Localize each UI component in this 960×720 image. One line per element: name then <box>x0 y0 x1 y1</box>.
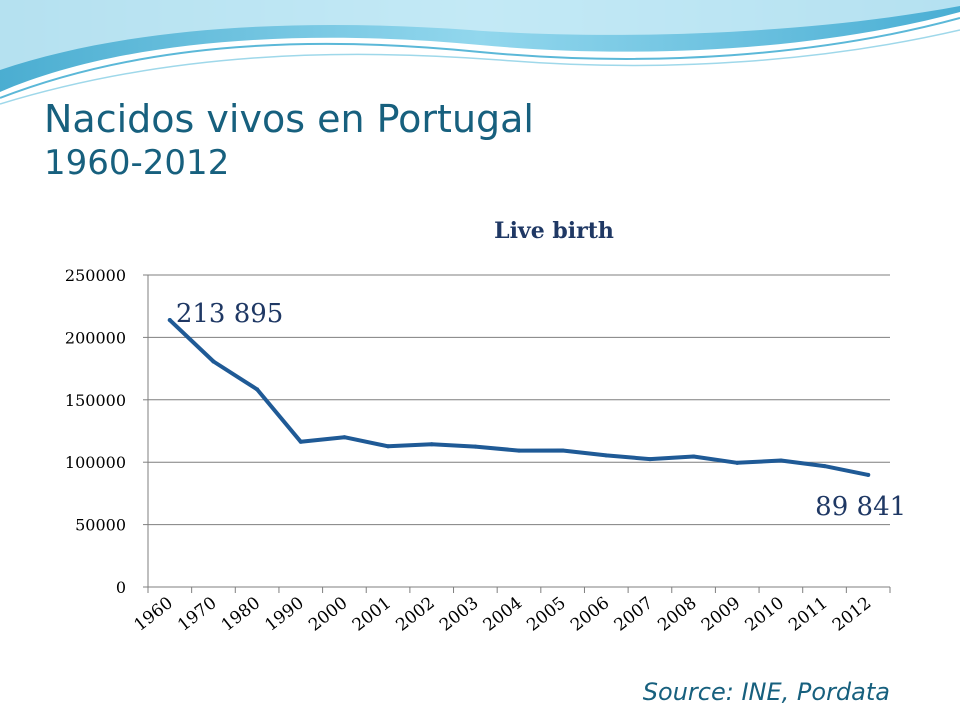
data-point <box>735 460 740 465</box>
x-tick-label: 2006 <box>567 593 613 635</box>
data-point <box>517 448 521 453</box>
x-tick-label: 2001 <box>349 593 395 635</box>
data-label: 89 841 <box>815 492 906 522</box>
y-tick-label: 150000 <box>65 391 126 410</box>
source-note: Source: INE, Pordata <box>642 678 890 706</box>
x-tick-label: 1990 <box>261 593 307 635</box>
slide-title-block: Nacidos vivos en Portugal 1960-2012 <box>44 96 534 184</box>
live-birth-line-chart: Live birth 0 50000 100000 150000 200000 250000… <box>65 218 906 636</box>
slide-subtitle: 1960-2012 <box>44 143 230 183</box>
x-tick-label: 2008 <box>654 593 700 635</box>
x-tick-label: 1980 <box>218 593 264 635</box>
x-tick-label: 2002 <box>392 593 438 635</box>
data-point <box>211 359 216 364</box>
data-point <box>560 448 565 453</box>
x-tick-label: 2009 <box>698 593 744 635</box>
data-point <box>473 444 478 449</box>
y-tick-label: 250000 <box>65 266 126 285</box>
data-point <box>866 472 871 477</box>
x-tick-label: 2007 <box>611 593 657 635</box>
data-point <box>822 464 827 469</box>
y-tick-label: 50000 <box>75 516 126 535</box>
x-tick-label: 2003 <box>436 593 482 635</box>
x-tick-label: 1960 <box>130 593 176 635</box>
x-tick-label: 1970 <box>174 593 220 635</box>
x-tick-label: 2000 <box>305 593 351 635</box>
data-point <box>342 435 347 440</box>
x-tick-label: 2010 <box>742 593 788 635</box>
x-tick-label: 2012 <box>829 593 875 635</box>
y-tick-label: 0 <box>116 578 126 597</box>
slide-title: Nacidos vivos en Portugal <box>44 97 534 141</box>
x-tick-label: 2005 <box>523 593 569 635</box>
chart-title: Live birth <box>494 218 614 244</box>
x-tick-label: 2011 <box>785 593 831 635</box>
data-point <box>691 454 696 459</box>
y-tick-label: 100000 <box>65 453 126 472</box>
data-label: 213 895 <box>176 299 284 329</box>
decorative-wave-header <box>0 0 960 105</box>
x-tick-label: 2004 <box>480 593 526 635</box>
y-tick-label: 200000 <box>65 328 126 347</box>
data-point <box>778 458 783 463</box>
data-point <box>647 457 652 462</box>
data-point <box>604 453 609 458</box>
data-point <box>386 444 391 449</box>
data-point <box>255 387 260 392</box>
data-point <box>429 442 434 447</box>
data-point <box>167 318 172 323</box>
data-point <box>298 439 303 444</box>
